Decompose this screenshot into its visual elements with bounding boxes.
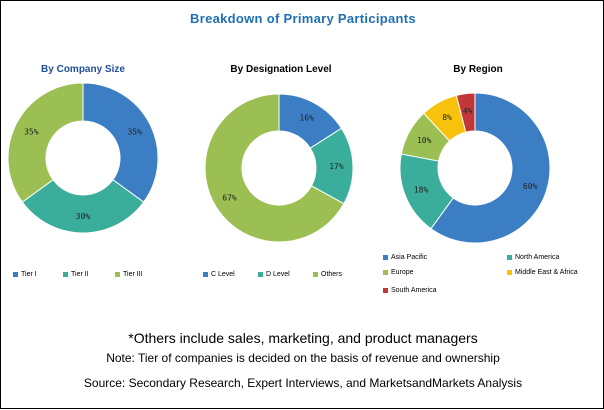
region-legend-item-asia-pacific: Asia Pacific — [383, 254, 427, 261]
company-size-legend-item-tier-i: Tier I — [13, 271, 37, 278]
designation-level-label-d-level: 17% — [329, 162, 344, 171]
legend-swatch — [383, 255, 388, 260]
tier-footnote: Note: Tier of companies is decided on th… — [106, 351, 500, 365]
region-legend-item-middle-east-and-africa: Middle East & Africa — [507, 269, 578, 276]
legend-label: Middle East & Africa — [515, 269, 578, 276]
legend-swatch — [203, 272, 208, 277]
region-legend-item-north-america: North America — [507, 254, 559, 261]
designation-level-legend-item-others: Others — [313, 271, 342, 278]
company-size-title: By Company Size — [41, 64, 125, 75]
legend-swatch — [313, 272, 318, 277]
region-label-north-america: 18% — [414, 185, 429, 194]
company-size-slice-tier-ii — [21, 179, 145, 234]
company-size-label-tier-i: 35% — [127, 128, 142, 137]
region-label-south-america: 4% — [463, 106, 473, 115]
designation-level-label-others: 67% — [222, 193, 237, 202]
company-size-slice-tier-iii — [7, 82, 84, 203]
region-label-middle-east-and-africa: 8% — [442, 113, 452, 122]
designation-level-slice-others — [204, 93, 345, 243]
company-size-legend-item-tier-ii: Tier II — [63, 271, 89, 278]
legend-label: Tier I — [21, 271, 37, 278]
region-legend-item-south-america: South America — [383, 287, 437, 294]
designation-level-legend-item-c-level: C Level — [203, 271, 235, 278]
region-slice-south-america — [455, 92, 476, 133]
legend-swatch — [115, 272, 120, 277]
legend-label: Europe — [391, 269, 414, 276]
legend-label: Others — [321, 271, 343, 278]
designation-level-label-c-level: 16% — [299, 114, 314, 123]
region-legend-item-europe: Europe — [383, 269, 414, 276]
others-footnote: *Others include sales, marketing, and pr… — [128, 330, 478, 346]
designation-level-legend-item-d-level: D Level — [258, 271, 290, 278]
legend-label: D Level — [266, 271, 290, 278]
company-size-slice-tier-i — [82, 82, 159, 203]
region-label-asia-pacific: 60% — [523, 182, 538, 191]
legend-swatch — [13, 272, 18, 277]
source-footnote: Source: Secondary Research, Expert Inter… — [83, 376, 523, 390]
company-size-label-tier-iii: 35% — [24, 128, 39, 137]
chart-title: Breakdown of Primary Participants — [190, 11, 416, 26]
legend-label: North America — [515, 254, 560, 261]
region-title: By Region — [453, 64, 503, 75]
legend-label: South America — [391, 287, 437, 294]
region-slice-asia-pacific — [430, 92, 551, 244]
designation-level-title: By Designation Level — [230, 64, 332, 75]
legend-swatch — [383, 270, 388, 275]
legend-swatch — [507, 270, 512, 275]
legend-swatch — [507, 255, 512, 260]
legend-label: Asia Pacific — [391, 254, 428, 261]
legend-label: Tier II — [71, 271, 89, 278]
legend-label: C Level — [211, 271, 235, 278]
company-size-label-tier-ii: 30% — [76, 212, 91, 221]
region-label-europe: 10% — [417, 136, 432, 145]
legend-swatch — [383, 288, 388, 293]
legend-swatch — [258, 272, 263, 277]
company-size-legend-item-tier-iii: Tier III — [115, 271, 143, 278]
legend-label: Tier III — [123, 271, 143, 278]
legend-swatch — [63, 272, 68, 277]
